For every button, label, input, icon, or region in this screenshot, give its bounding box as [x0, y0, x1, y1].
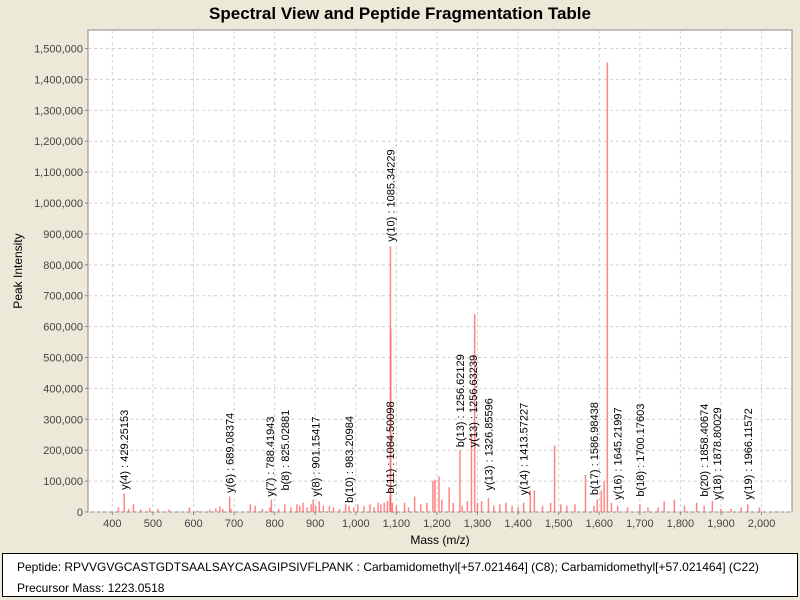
peak-annotation: b(11) : 1084.50098	[385, 401, 397, 493]
x-tick-label: 1,000	[342, 518, 370, 530]
chart-title: Spectral View and Peptide Fragmentation …	[209, 4, 591, 23]
y-tick-label: 1,500,000	[34, 44, 83, 56]
x-tick-label: 1,400	[504, 518, 532, 530]
peak-annotation: y(10) : 1085.34229	[385, 149, 397, 241]
peak-annotation: y(16) : 1645.21997	[613, 407, 625, 499]
y-tick-label: 500,000	[43, 353, 83, 365]
precursor-mass: Precursor Mass: 1223.0518	[17, 581, 165, 595]
x-tick-label: 1,700	[626, 518, 654, 530]
x-tick-label: 1,300	[464, 518, 492, 530]
y-tick-label: 200,000	[43, 445, 83, 457]
peak-annotation: y(18) : 1878.80029	[712, 407, 724, 499]
y-tick-label: 1,200,000	[34, 136, 83, 148]
peak-annotation: y(6) : 689.08374	[225, 413, 237, 493]
peak-annotation: b(13) : 1256.62129	[455, 354, 467, 447]
y-tick-label: 1,300,000	[34, 105, 83, 117]
x-tick-label: 600	[184, 518, 202, 530]
y-tick-label: 900,000	[43, 229, 83, 241]
peak-annotation: b(18) : 1700.17603	[635, 404, 647, 497]
x-tick-label: 2,000	[748, 518, 776, 530]
y-tick-label: 1,100,000	[34, 167, 83, 179]
peak-annotation: b(8) : 825.02881	[280, 410, 292, 491]
peak-annotation: y(8) : 901.15417	[311, 417, 323, 497]
peak-annotation: y(14) : 1413.57227	[519, 403, 531, 495]
peak-annotation: b(20) : 1858.40674	[699, 404, 711, 497]
peak-annotation: y(13) : 1326.85596	[483, 398, 495, 490]
x-tick-label: 1,100	[383, 518, 411, 530]
x-tick-label: 1,500	[545, 518, 573, 530]
peak-annotation: y(4) : 429.25153	[119, 410, 131, 490]
y-tick-label: 400,000	[43, 383, 83, 395]
y-tick-label: 300,000	[43, 414, 83, 426]
x-tick-label: 800	[265, 518, 283, 530]
x-tick-label: 400	[103, 518, 121, 530]
peak-annotation: y(19) : 1966.11572	[743, 408, 755, 500]
x-tick-label: 1,200	[423, 518, 451, 530]
x-tick-label: 1,600	[585, 518, 613, 530]
x-tick-label: 500	[144, 518, 162, 530]
peptide-text: Peptide: RPVVGVGCASTGDTSAALSAYCASAGIPSIV…	[17, 560, 759, 574]
y-tick-label: 100,000	[43, 476, 83, 488]
y-tick-label: 700,000	[43, 291, 83, 303]
y-tick-label: 1,000,000	[34, 198, 83, 210]
y-tick-label: 600,000	[43, 322, 83, 334]
peak-annotation: b(10) : 983.20984	[344, 416, 356, 503]
x-tick-label: 1,800	[667, 518, 695, 530]
x-axis-label: Mass (m/z)	[410, 533, 469, 547]
spectrum-chart: 0 100,000 200,000 300,000 400,000 500,000 600,…	[11, 29, 793, 547]
x-tick-label: 700	[225, 518, 243, 530]
peptide-info-panel: Peptide: RPVVGVGCASTGDTSAALSAYCASAGIPSIV…	[2, 553, 798, 597]
peak-annotation: b(17) : 1586.98438	[589, 402, 601, 495]
peak-annotation: y(13) : 1256.63239	[468, 355, 480, 447]
peak-annotation: y(7) : 788.41943	[265, 417, 277, 497]
y-tick-label: 800,000	[43, 260, 83, 272]
y-axis-label: Peak Intensity	[11, 233, 25, 308]
x-tick-label: 1,900	[707, 518, 735, 530]
plot-area	[87, 29, 793, 513]
y-tick-label: 1,400,000	[34, 74, 83, 86]
y-tick-label: 0	[77, 507, 83, 519]
x-tick-label: 900	[306, 518, 324, 530]
